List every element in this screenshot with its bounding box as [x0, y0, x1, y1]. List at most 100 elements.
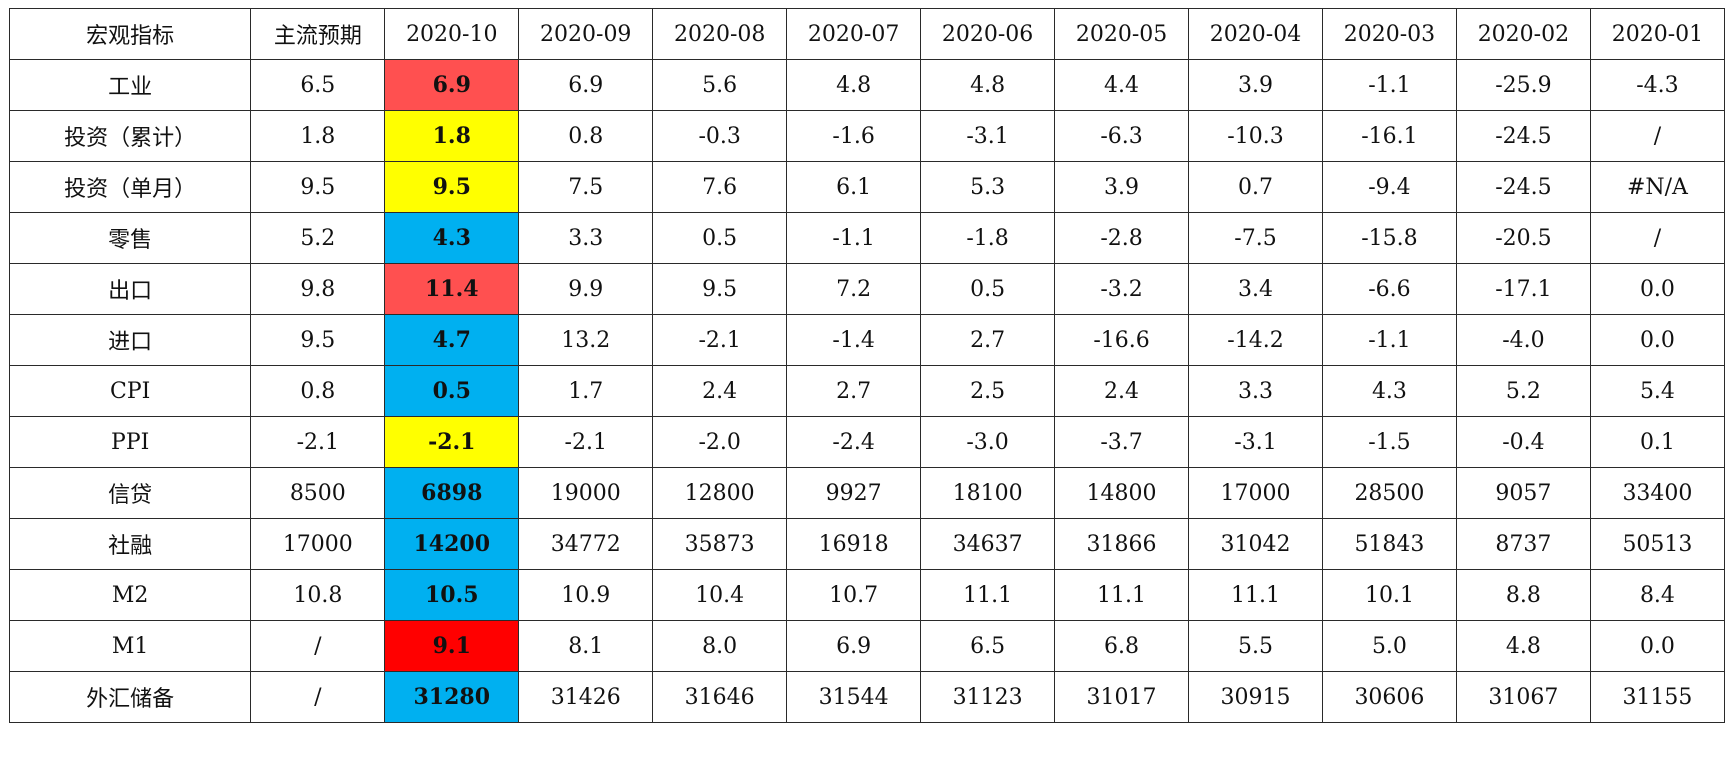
history-cell: 16918: [786, 518, 922, 570]
history-cell: 9.5: [652, 263, 788, 315]
history-cell: -16.1: [1321, 110, 1457, 162]
expectation-cell: /: [250, 620, 386, 672]
history-cell: 0.5: [920, 263, 1056, 315]
history-cell: -1.1: [1321, 314, 1457, 366]
indicator-label: 投资（累计）: [8, 110, 252, 162]
history-cell: -3.0: [920, 416, 1056, 468]
table-row: M2 10.8 10.5 10.9 10.4 10.7 11.1 11.1 11.1 10.1 8.…: [8, 569, 1726, 621]
history-cell: 0.8: [518, 110, 654, 162]
history-cell: 4.3: [1321, 365, 1457, 417]
table-row: 社融 17000 14200 34772 35873 16918 34637 31866 310…: [8, 518, 1726, 570]
history-cell: 4.8: [1455, 620, 1591, 672]
history-cell: 9057: [1455, 467, 1591, 519]
header-month: 2020-09: [518, 8, 654, 60]
history-cell: 3.4: [1188, 263, 1323, 315]
current-month-cell: 4.7: [384, 314, 520, 366]
history-cell: 31155: [1589, 671, 1726, 723]
expectation-cell: 17000: [250, 518, 386, 570]
current-month-cell: 4.3: [384, 212, 520, 264]
history-cell: 0.7: [1188, 161, 1323, 213]
history-cell: -24.5: [1455, 110, 1591, 162]
history-cell: 6.1: [786, 161, 922, 213]
history-cell: -3.2: [1054, 263, 1190, 315]
indicator-label: 进口: [8, 314, 252, 366]
expectation-cell: /: [250, 671, 386, 723]
history-cell: 11.1: [920, 569, 1056, 621]
indicator-label: 出口: [8, 263, 252, 315]
history-cell: 0.0: [1589, 620, 1726, 672]
history-cell: 3.9: [1054, 161, 1190, 213]
expectation-cell: 5.2: [250, 212, 386, 264]
expectation-cell: 6.5: [250, 59, 386, 111]
history-cell: 10.4: [652, 569, 788, 621]
history-cell: 34772: [518, 518, 654, 570]
table-row: PPI -2.1 -2.1 -2.1 -2.0 -2.4 -3.0 -3.7 -3.1 -1.5-…: [8, 416, 1726, 468]
expectation-cell: 8500: [250, 467, 386, 519]
history-cell: -16.6: [1054, 314, 1190, 366]
indicator-label: M2: [8, 569, 252, 621]
history-cell: 31426: [518, 671, 654, 723]
history-cell: 8737: [1455, 518, 1591, 570]
indicator-label: PPI: [8, 416, 252, 468]
history-cell: 0.1: [1589, 416, 1726, 468]
history-cell: 6.9: [518, 59, 654, 111]
history-cell: 31017: [1054, 671, 1190, 723]
history-cell: 2.7: [920, 314, 1056, 366]
indicator-label: 外汇储备: [8, 671, 252, 723]
history-cell: -10.3: [1188, 110, 1323, 162]
history-cell: -1.4: [786, 314, 922, 366]
history-cell: 8.1: [518, 620, 654, 672]
history-cell: 31544: [786, 671, 922, 723]
header-month: 2020-01: [1589, 8, 1726, 60]
current-month-cell: 14200: [384, 518, 520, 570]
history-cell: -2.0: [652, 416, 788, 468]
history-cell: -1.1: [786, 212, 922, 264]
expectation-cell: 1.8: [250, 110, 386, 162]
history-cell: 1.7: [518, 365, 654, 417]
history-cell: -7.5: [1188, 212, 1323, 264]
history-cell: 8.0: [652, 620, 788, 672]
table-row: 外汇储备/31280 31426 31646 31544 31123 31017 30915…: [8, 671, 1726, 723]
history-cell: -9.4: [1321, 161, 1457, 213]
history-cell: 0.0: [1589, 263, 1726, 315]
current-month-cell: 11.4: [384, 263, 520, 315]
indicator-label: M1: [8, 620, 252, 672]
history-cell: -3.7: [1054, 416, 1190, 468]
indicator-label: 投资（单月）: [8, 161, 252, 213]
history-cell: -2.1: [652, 314, 788, 366]
current-month-cell: 31280: [384, 671, 520, 723]
history-cell: 14800: [1054, 467, 1190, 519]
history-cell: 31866: [1054, 518, 1190, 570]
history-cell: 35873: [652, 518, 788, 570]
header-month: 2020-10: [384, 8, 520, 60]
history-cell: -15.8: [1321, 212, 1457, 264]
history-cell: -20.5: [1455, 212, 1591, 264]
history-cell: 5.3: [920, 161, 1056, 213]
history-cell: 31067: [1455, 671, 1591, 723]
history-cell: 6.9: [786, 620, 922, 672]
history-cell: 19000: [518, 467, 654, 519]
indicator-label: CPI: [8, 365, 252, 417]
history-cell: -4.3: [1589, 59, 1726, 111]
history-cell: -3.1: [920, 110, 1056, 162]
history-cell: -0.4: [1455, 416, 1591, 468]
history-cell: 6.5: [920, 620, 1056, 672]
history-cell: 18100: [920, 467, 1056, 519]
header-month: 2020-08: [652, 8, 788, 60]
history-cell: -1.8: [920, 212, 1056, 264]
indicator-label: 信贷: [8, 467, 252, 519]
history-cell: -24.5: [1455, 161, 1591, 213]
history-cell: -1.5: [1321, 416, 1457, 468]
history-cell: 4.8: [920, 59, 1056, 111]
header-indicator: 宏观指标: [8, 8, 252, 60]
history-cell: 12800: [652, 467, 788, 519]
history-cell: 9.9: [518, 263, 654, 315]
history-cell: 10.7: [786, 569, 922, 621]
history-cell: -1.1: [1321, 59, 1457, 111]
history-cell: -0.3: [652, 110, 788, 162]
history-cell: 5.2: [1455, 365, 1591, 417]
current-month-cell: 1.8: [384, 110, 520, 162]
expectation-cell: 0.8: [250, 365, 386, 417]
expectation-cell: 9.5: [250, 314, 386, 366]
history-cell: 31042: [1188, 518, 1323, 570]
